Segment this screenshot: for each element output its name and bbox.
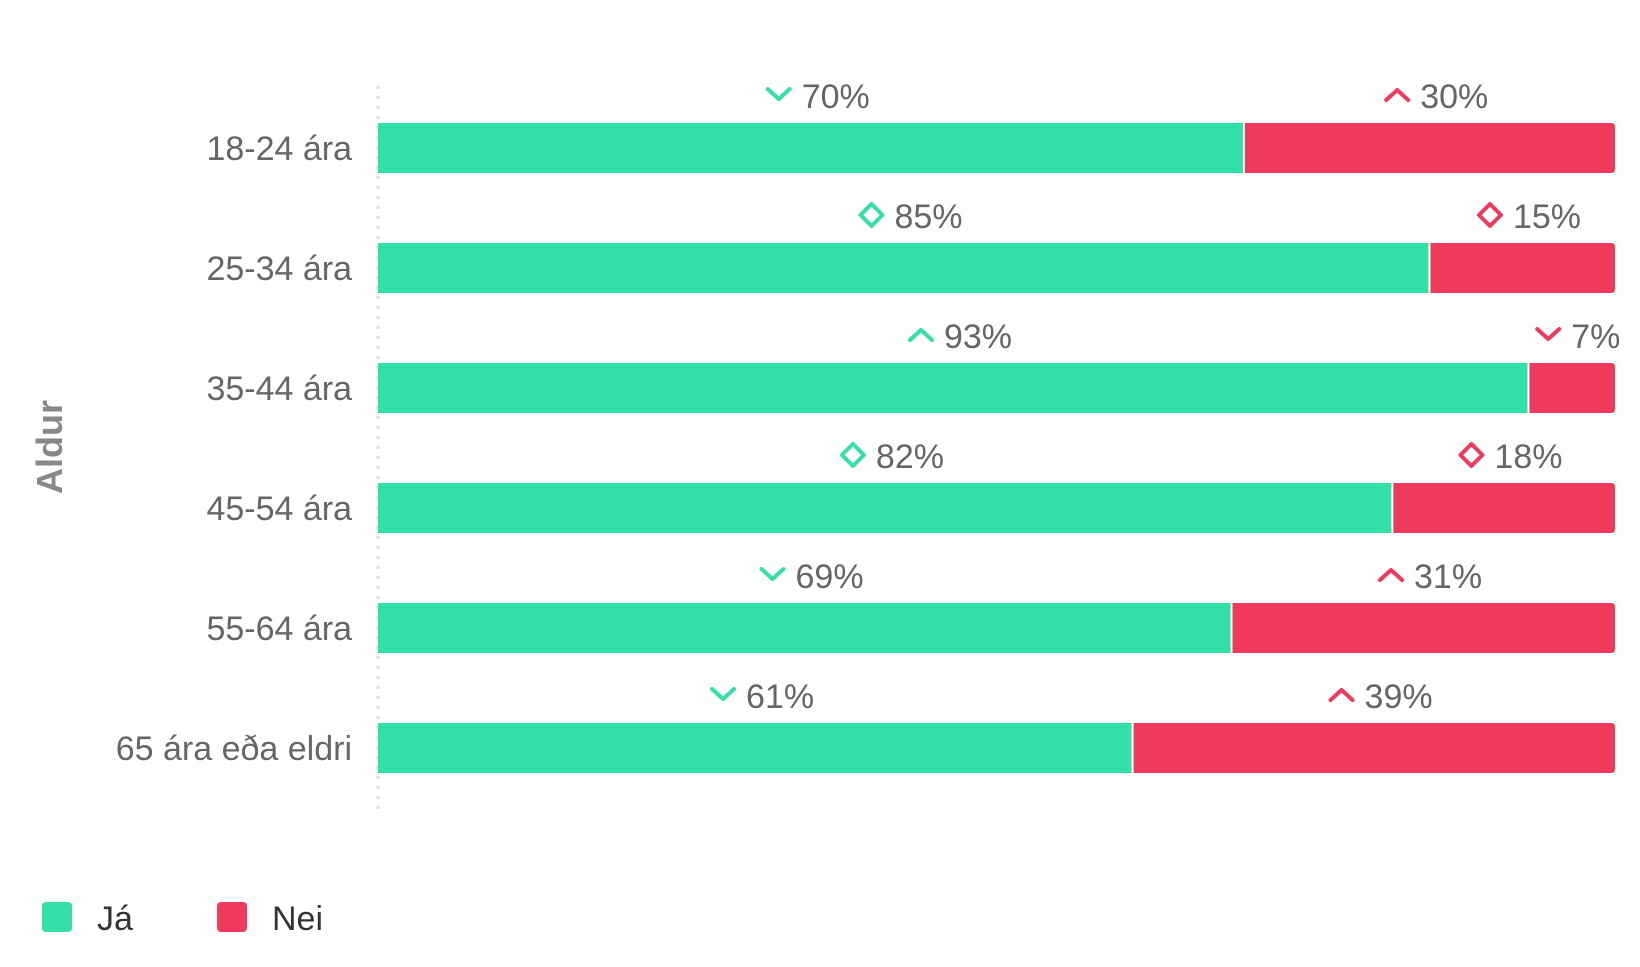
diamond-icon xyxy=(858,202,885,228)
data-label-nei: 15% xyxy=(1513,198,1581,236)
legend-label: Nei xyxy=(272,900,323,938)
bar-row: 45-54 ára 82% 18% xyxy=(206,438,1615,533)
data-label-já: 82% xyxy=(876,438,944,476)
bar-row: 18-24 ára 70% 30% xyxy=(206,78,1615,173)
legend-item-já[interactable]: Já xyxy=(42,900,133,938)
bar-segment-já xyxy=(378,123,1244,173)
legend-label: Já xyxy=(97,900,133,938)
category-tick-label: 18-24 ára xyxy=(206,130,352,168)
chevron-down-icon xyxy=(1535,327,1562,341)
legend-swatch xyxy=(217,902,247,932)
category-tick-label: 45-54 ára xyxy=(206,490,352,528)
bar-segment-nei xyxy=(1243,123,1615,173)
bar-row: 65 ára eða eldri 61% 39% xyxy=(116,678,1615,773)
chevron-down-icon xyxy=(759,567,786,581)
chevron-down-icon xyxy=(765,87,792,101)
legend-item-nei[interactable]: Nei xyxy=(217,900,323,938)
data-label-já: 69% xyxy=(796,558,864,596)
legend-swatch xyxy=(42,902,72,932)
bar-row: 35-44 ára 93% 7% xyxy=(206,318,1620,413)
bar-segment-já xyxy=(378,723,1133,773)
bar-segment-nei xyxy=(1231,603,1615,653)
bar-segment-nei xyxy=(1528,363,1615,413)
data-label-nei: 31% xyxy=(1414,558,1482,596)
category-tick-label: 25-34 ára xyxy=(206,250,352,288)
diamond-icon xyxy=(1476,202,1503,228)
chevron-up-icon xyxy=(907,328,934,342)
diamond-icon xyxy=(1458,442,1485,468)
data-label-nei: 39% xyxy=(1365,678,1433,716)
data-label-já: 61% xyxy=(746,678,814,716)
bar-segment-nei xyxy=(1392,483,1615,533)
bar-segment-já xyxy=(378,603,1232,653)
chevron-up-icon xyxy=(1384,88,1411,102)
category-tick-label: 55-64 ára xyxy=(206,610,352,648)
bar-segment-já xyxy=(378,363,1529,413)
data-label-nei: 7% xyxy=(1571,318,1620,356)
bar-segment-nei xyxy=(1132,723,1615,773)
chevron-up-icon xyxy=(1378,568,1405,582)
data-label-nei: 18% xyxy=(1494,438,1562,476)
y-axis-title: Aldur xyxy=(29,400,70,494)
category-tick-label: 35-44 ára xyxy=(206,370,352,408)
bar-rows: 18-24 ára 70% 30% 25-34 ára 85% 15% 35-44 ára 9… xyxy=(116,78,1620,773)
diamond-icon xyxy=(839,442,866,468)
category-tick-label: 65 ára eða eldri xyxy=(116,730,352,768)
data-label-já: 70% xyxy=(802,78,870,116)
chevron-up-icon xyxy=(1328,688,1355,702)
bar-row: 55-64 ára 69% 31% xyxy=(206,558,1615,653)
data-label-já: 85% xyxy=(894,198,962,236)
bar-segment-nei xyxy=(1429,243,1615,293)
chevron-down-icon xyxy=(710,687,737,701)
data-label-já: 93% xyxy=(944,318,1012,356)
bar-segment-já xyxy=(378,483,1393,533)
bar-segment-já xyxy=(378,243,1430,293)
data-label-nei: 30% xyxy=(1420,78,1488,116)
legend: Já Nei xyxy=(42,900,323,938)
bar-row: 25-34 ára 85% 15% xyxy=(206,198,1615,293)
